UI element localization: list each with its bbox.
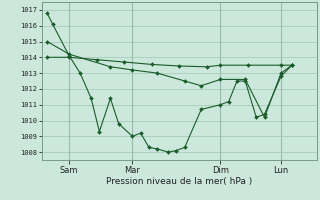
X-axis label: Pression niveau de la mer( hPa ): Pression niveau de la mer( hPa ) (106, 177, 252, 186)
